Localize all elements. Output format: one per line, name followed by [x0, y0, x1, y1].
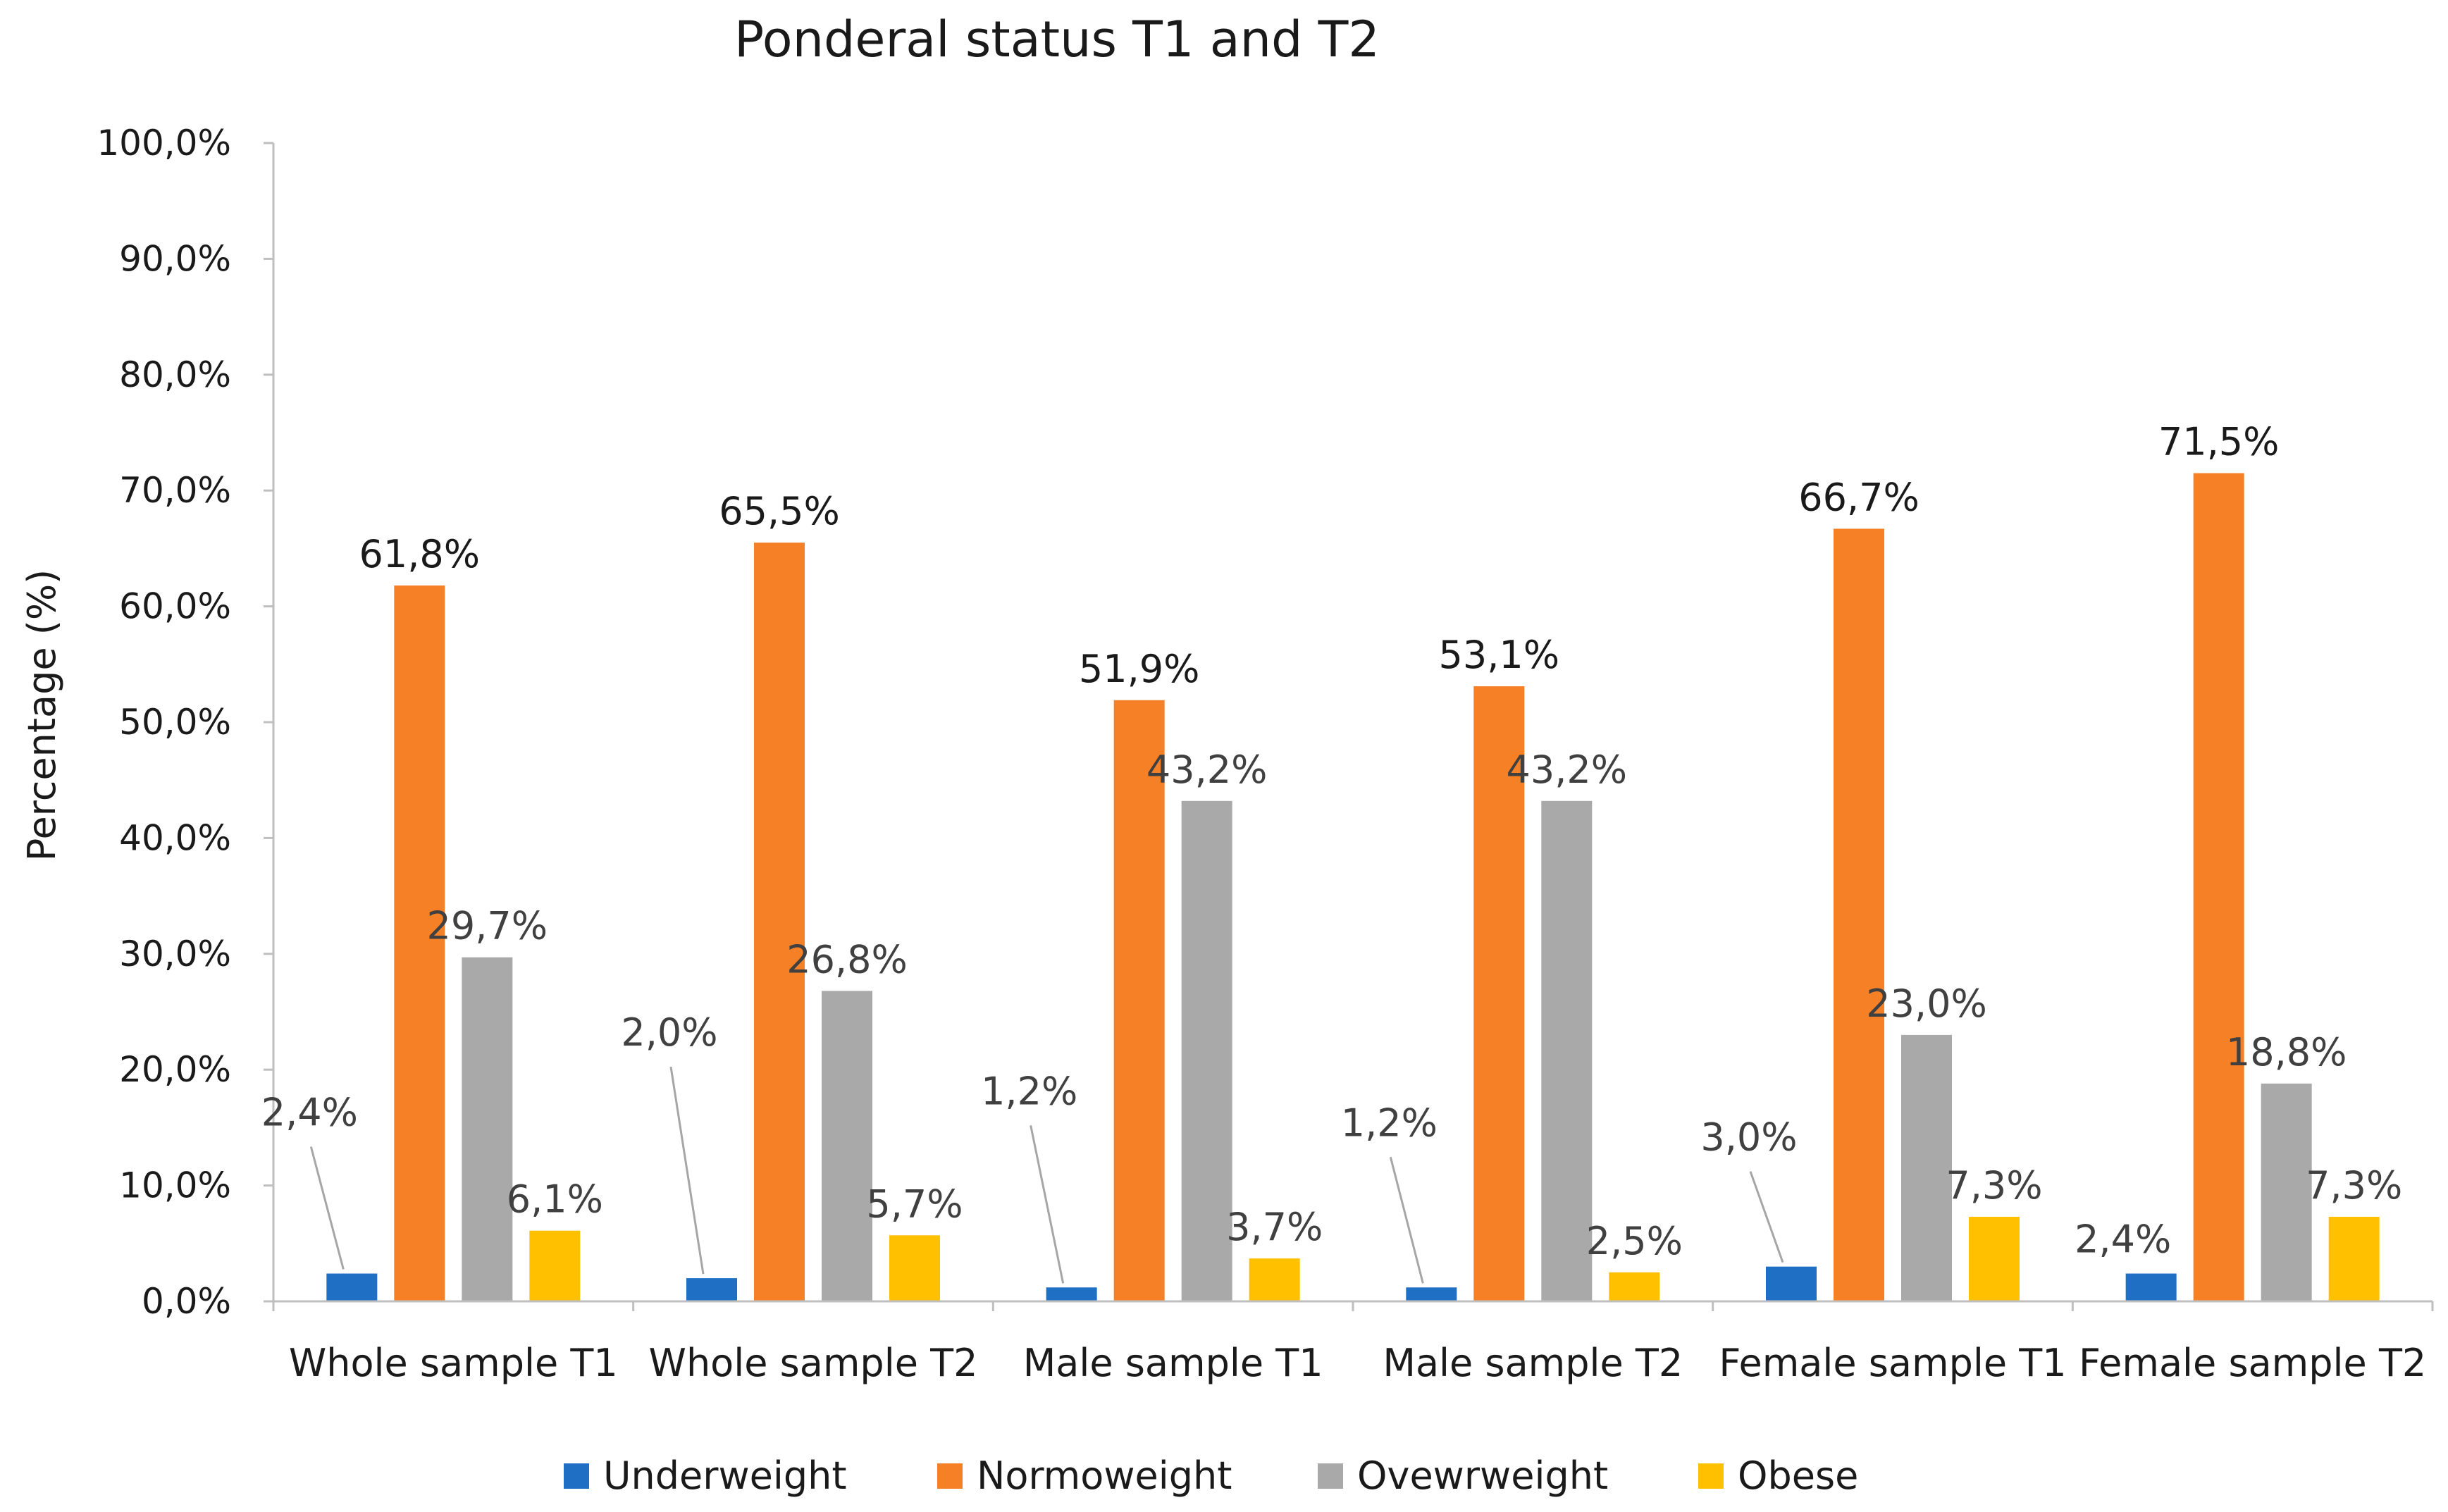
data-label-normoweight: 66,7% [1798, 475, 1920, 519]
bar-ovewrweight [1181, 800, 1232, 1301]
legend-swatch-ovewrweight [1318, 1463, 1343, 1489]
data-label-normoweight: 71,5% [2158, 420, 2280, 464]
legend-swatch-normoweight [937, 1463, 963, 1489]
data-label-normoweight: 61,8% [359, 532, 481, 576]
leader-lines [309, 1066, 1784, 1284]
bar-ovewrweight [2261, 1083, 2312, 1301]
x-category-label: Female sample T1 [1719, 1341, 2066, 1385]
legend-label-ovewrweight: Ovewrweight [1357, 1454, 1608, 1498]
data-label-normoweight: 53,1% [1439, 633, 1560, 677]
data-label-underweight: 3,0% [1700, 1115, 1797, 1160]
y-tick-label: 50,0% [119, 702, 231, 743]
bar-underweight [686, 1278, 737, 1301]
legend-swatch-underweight [564, 1463, 589, 1489]
legend: Underweight Normoweight Ovewrweight Obese [564, 1454, 1858, 1498]
bars [326, 473, 2380, 1302]
bar-obese [1609, 1272, 1660, 1301]
data-label-underweight: 2,4% [2075, 1217, 2171, 1262]
y-tick-label: 30,0% [119, 934, 231, 974]
data-label-ovewrweight: 29,7% [427, 904, 548, 948]
legend-label-underweight: Underweight [603, 1454, 847, 1498]
data-label-obese: 7,3% [1946, 1163, 2042, 1208]
data-label-obese: 5,7% [866, 1182, 963, 1226]
bar-obese [889, 1235, 940, 1301]
bar-underweight [1406, 1287, 1457, 1301]
x-category-label: Female sample T2 [2079, 1341, 2426, 1385]
x-category-label: Whole sample T1 [289, 1341, 618, 1385]
data-label-normoweight: 65,5% [719, 489, 840, 533]
leader-line [1389, 1156, 1424, 1284]
y-tick-label: 40,0% [119, 817, 231, 858]
bar-ovewrweight [1901, 1034, 1952, 1301]
bar-normoweight [394, 585, 445, 1301]
bar-normoweight [1473, 686, 1525, 1301]
data-label-ovewrweight: 26,8% [786, 937, 908, 981]
bar-normoweight [2193, 473, 2244, 1301]
y-tick-label: 10,0% [119, 1165, 231, 1206]
leader-line [1749, 1171, 1784, 1263]
x-axis: Whole sample T1 Whole sample T2 Male sampl… [272, 1300, 2434, 1385]
y-tick-label: 90,0% [119, 238, 231, 279]
y-tick-label: 20,0% [119, 1049, 231, 1090]
data-label-ovewrweight: 23,0% [1866, 981, 1987, 1026]
y-tick-label: 100,0% [97, 123, 231, 163]
y-tick-label: 70,0% [119, 470, 231, 511]
data-label-underweight: 2,4% [261, 1091, 358, 1135]
legend-label-normoweight: Normoweight [977, 1454, 1232, 1498]
y-axis: 0,0% 10,0% 20,0% 30,0% 40,0% 50,0% 60,0% 70,0% 8… [97, 123, 275, 1322]
y-tick-label: 60,0% [119, 586, 231, 627]
bar-underweight [1046, 1287, 1097, 1301]
bar-normoweight [754, 543, 805, 1302]
data-label-obese: 7,3% [2306, 1163, 2402, 1208]
data-label-normoweight: 51,9% [1079, 647, 1200, 691]
y-axis-title: Percentage (%) [20, 569, 64, 861]
bar-obese [1249, 1258, 1300, 1301]
leader-line [669, 1066, 705, 1275]
data-label-underweight: 2,0% [621, 1010, 717, 1055]
data-label-obese: 6,1% [507, 1177, 603, 1222]
data-labels: 2,4% 2,0% 1,2% 1,2% 3,0% 2,4% 61,8% 65,5% 51,9% 5… [261, 420, 2403, 1263]
bar-underweight [1766, 1266, 1817, 1301]
bar-underweight [326, 1273, 378, 1301]
data-label-obese: 2,5% [1586, 1219, 1683, 1263]
data-label-ovewrweight: 43,2% [1146, 748, 1268, 792]
y-tick-label: 80,0% [119, 354, 231, 395]
leader-line [309, 1146, 345, 1270]
bar-normoweight [1113, 700, 1165, 1301]
data-label-underweight: 1,2% [981, 1069, 1077, 1113]
legend-label-obese: Obese [1738, 1454, 1858, 1498]
data-label-ovewrweight: 43,2% [1507, 748, 1628, 792]
x-category-label: Male sample T2 [1383, 1341, 1683, 1385]
bar-normoweight [1834, 528, 1884, 1301]
bar-ovewrweight [1541, 800, 1593, 1301]
y-tick-label: 0,0% [142, 1281, 231, 1322]
data-label-ovewrweight: 18,8% [2226, 1030, 2347, 1074]
bar-obese [529, 1230, 581, 1301]
bar-obese [1969, 1216, 2020, 1301]
legend-swatch-obese [1698, 1463, 1724, 1489]
bar-underweight [2125, 1273, 2177, 1301]
x-category-label: Male sample T1 [1023, 1341, 1323, 1385]
data-label-obese: 3,7% [1226, 1205, 1323, 1249]
leader-line [1030, 1124, 1065, 1284]
data-label-underweight: 1,2% [1341, 1101, 1438, 1145]
bar-obese [2328, 1216, 2380, 1301]
bar-ovewrweight [822, 991, 872, 1301]
bar-ovewrweight [462, 957, 513, 1301]
x-category-label: Whole sample T2 [649, 1341, 978, 1385]
chart-title: Ponderal status T1 and T2 [734, 11, 1380, 68]
